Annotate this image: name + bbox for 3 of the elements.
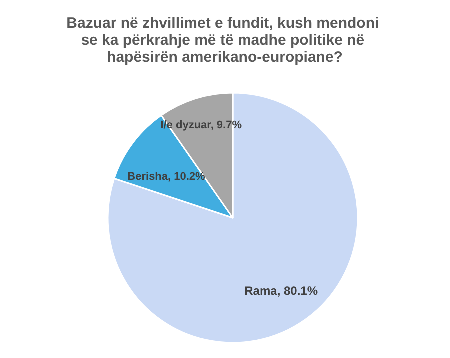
slice-label: Berisha, 10.2% <box>128 170 206 183</box>
slice-label: Rama, 80.1% <box>244 284 318 298</box>
chart-title: Bazuar në zhvillimet e fundit, kush mendoni se ka përkrahje më të madhe politike në hapësirën amerikano-europiane? <box>66 15 384 66</box>
